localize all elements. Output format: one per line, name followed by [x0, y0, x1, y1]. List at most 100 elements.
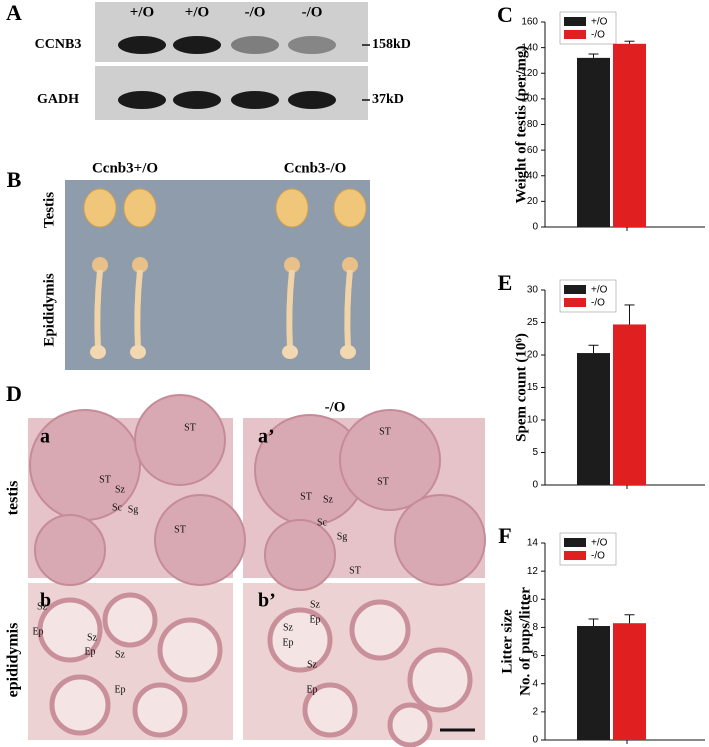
y-tick-label: 20 [527, 196, 539, 207]
y-tick-label: 100 [521, 94, 538, 105]
bar [577, 626, 610, 740]
duct [102, 592, 158, 648]
y-tick-label: 6 [532, 650, 538, 661]
blot-band [288, 36, 336, 54]
duct [407, 647, 473, 713]
micrograph-label: a [40, 426, 50, 448]
y-tick-label: 140 [521, 42, 538, 53]
y-tick-label: 25 [527, 317, 539, 328]
row-label: testis [5, 481, 22, 516]
y-tick-label: 0 [532, 735, 538, 746]
epididymis-tail [90, 345, 106, 359]
legend-label: +/O [591, 17, 608, 28]
legend-label: +/O [591, 538, 608, 549]
panel-label: F [498, 523, 511, 548]
row-label: Epididymis [41, 273, 57, 347]
epididymis [94, 269, 103, 349]
structure-label: Sc [317, 517, 328, 528]
tubule [134, 394, 226, 486]
duct [132, 682, 188, 738]
structure-label: Sz [310, 599, 321, 610]
tubule [154, 494, 246, 586]
y-tick-label: 12 [527, 566, 539, 577]
y-tick-label: 0 [532, 222, 538, 233]
y-axis-label: Weight of testis (per/mg) [513, 46, 529, 204]
y-tick-label: 2 [532, 706, 538, 717]
y-tick-label: 5 [532, 447, 538, 458]
lane-label: +/O [130, 4, 154, 20]
legend-label: +/O [591, 285, 608, 296]
lane-label: -/O [302, 4, 323, 20]
structure-label: Ep [309, 614, 320, 625]
legend-label: -/O [591, 30, 605, 41]
legend-swatch [564, 538, 586, 547]
bar [577, 57, 610, 227]
blot-divider [95, 62, 368, 66]
panel-label: D [6, 381, 22, 406]
y-tick-label: 8 [532, 622, 538, 633]
size-label: 158kD [372, 37, 411, 52]
y-tick-label: 4 [532, 678, 538, 689]
blot-band [288, 91, 336, 109]
group-label: Ccnb3-/O [284, 160, 347, 176]
epididymis-head [284, 257, 300, 273]
structure-label: Sz [283, 622, 294, 633]
legend-swatch [564, 551, 586, 560]
panel-label: E [498, 270, 513, 295]
structure-label: ST [377, 476, 389, 487]
bar [613, 43, 646, 227]
row-label: epididymis [5, 623, 22, 698]
y-tick-label: 160 [521, 17, 538, 28]
blot-band [118, 36, 166, 54]
legend-swatch [564, 285, 586, 294]
epididymis-tail [130, 345, 146, 359]
epididymis-tail [340, 345, 356, 359]
y-tick-label: 80 [527, 119, 539, 130]
structure-label: Sz [87, 632, 98, 643]
epididymis-tail [282, 345, 298, 359]
y-tick-label: 20 [527, 350, 539, 361]
y-tick-label: 30 [527, 285, 539, 296]
epididymis-head [342, 257, 358, 273]
legend-box [559, 532, 617, 566]
tubule [34, 514, 106, 586]
protein-label: GADH [37, 92, 79, 107]
y-tick-label: 10 [527, 594, 539, 605]
tubule [339, 409, 441, 511]
duct [387, 702, 433, 747]
epididymis-head [132, 257, 148, 273]
micrograph-label: a’ [258, 426, 275, 448]
panel-label: B [7, 167, 22, 192]
bar [613, 623, 646, 740]
bar [577, 353, 610, 485]
legend-swatch [564, 298, 586, 307]
structure-label: Ep [114, 684, 125, 695]
blot-band [173, 91, 221, 109]
micrograph-label: b’ [258, 590, 276, 612]
structure-label: Sc [112, 502, 123, 513]
structure-label: ST [349, 565, 361, 576]
tubule [394, 494, 486, 586]
y-tick-label: 0 [532, 480, 538, 491]
blot-band [231, 36, 279, 54]
group-label: Ccnb3+/O [92, 160, 158, 176]
structure-label: Sz [37, 601, 48, 612]
structure-label: Sz [115, 649, 126, 660]
y-axis-label: No. of pups/litter [517, 587, 533, 696]
panel-label: A [6, 0, 22, 25]
y-tick-label: 14 [527, 538, 539, 549]
y-tick-label: 60 [527, 145, 539, 156]
duct [349, 599, 411, 661]
structure-label: ST [184, 422, 196, 433]
panel-label: C [497, 2, 513, 27]
testis [333, 188, 367, 228]
structure-label: ST [174, 524, 186, 535]
epididymis [344, 269, 353, 349]
duct [302, 682, 358, 738]
structure-label: Ep [84, 646, 95, 657]
bar [613, 324, 646, 485]
blot-band [118, 91, 166, 109]
row-label: Testis [41, 192, 57, 228]
structure-label: Ep [282, 637, 293, 648]
